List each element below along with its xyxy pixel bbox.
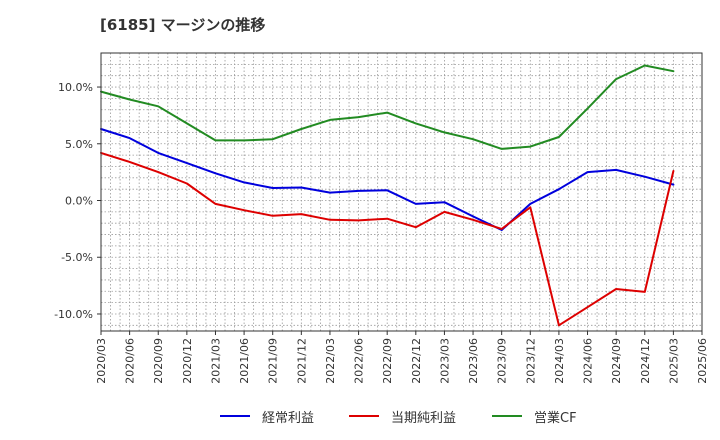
x-tick-label: 2022/06: [353, 338, 366, 384]
y-tick-label: 0.0%: [65, 195, 93, 208]
plot-frame: [100, 52, 703, 332]
x-tick-label: 2021/12: [295, 338, 308, 384]
series-lines: [100, 64, 675, 327]
x-tick-label: 2024/03: [553, 338, 566, 384]
series-line-1: [100, 151, 675, 327]
legend-label-net-income: 当期純利益: [391, 410, 457, 426]
series-line-0: [100, 128, 675, 231]
x-tick-label: 2020/03: [95, 338, 108, 384]
x-tick-label: 2024/09: [610, 338, 623, 384]
legend-item-net-income: 当期純利益: [349, 404, 456, 428]
x-tick-label: 2023/12: [524, 338, 537, 384]
x-tick-label: 2020/09: [152, 338, 165, 384]
x-tick-label: 2021/09: [267, 338, 280, 384]
x-tick-label: 2024/12: [639, 338, 652, 384]
legend-swatch-net-income: [349, 415, 379, 417]
legend: 経常利益 当期純利益 営業CF: [0, 404, 720, 428]
legend-label-operating-cf: 営業CF: [534, 410, 577, 426]
x-tick-label: 2022/03: [324, 338, 337, 384]
y-tick-label: 10.0%: [58, 81, 93, 94]
legend-item-operating-cf: 営業CF: [492, 404, 577, 428]
x-tick-label: 2023/03: [438, 338, 451, 384]
x-tick-label: 2023/09: [496, 338, 509, 384]
y-tick-labels: 10.0% 5.0% 0.0% -5.0% -10.0%: [54, 81, 101, 321]
y-tick-label: -5.0%: [61, 251, 93, 264]
x-tick-labels: 2020/03 2020/06 2020/09 2020/12 2021/03 2021/…: [95, 331, 709, 384]
x-tick-label: 2021/06: [238, 338, 251, 384]
x-tick-label: 2022/12: [410, 338, 423, 384]
x-tick-label: 2022/09: [381, 338, 394, 384]
x-tick-label: 2020/06: [124, 338, 137, 384]
chart-title: [6185] マージンの推移: [100, 16, 266, 34]
x-tick-label: 2020/12: [181, 338, 194, 384]
grid-lines: [101, 53, 702, 331]
x-tick-label: 2024/06: [582, 338, 595, 384]
x-tick-label: 2025/03: [667, 338, 680, 384]
legend-item-ordinary-profit: 経常利益: [220, 404, 314, 428]
y-tick-label: 5.0%: [65, 138, 93, 151]
legend-swatch-ordinary-profit: [220, 415, 250, 417]
series-line-2: [100, 64, 675, 150]
x-tick-label: 2021/03: [209, 338, 222, 384]
legend-swatch-operating-cf: [492, 415, 522, 417]
x-tick-label: 2025/06: [696, 338, 709, 384]
x-tick-label: 2023/06: [467, 338, 480, 384]
legend-label-ordinary-profit: 経常利益: [262, 410, 315, 426]
y-tick-label: -10.0%: [54, 308, 93, 321]
